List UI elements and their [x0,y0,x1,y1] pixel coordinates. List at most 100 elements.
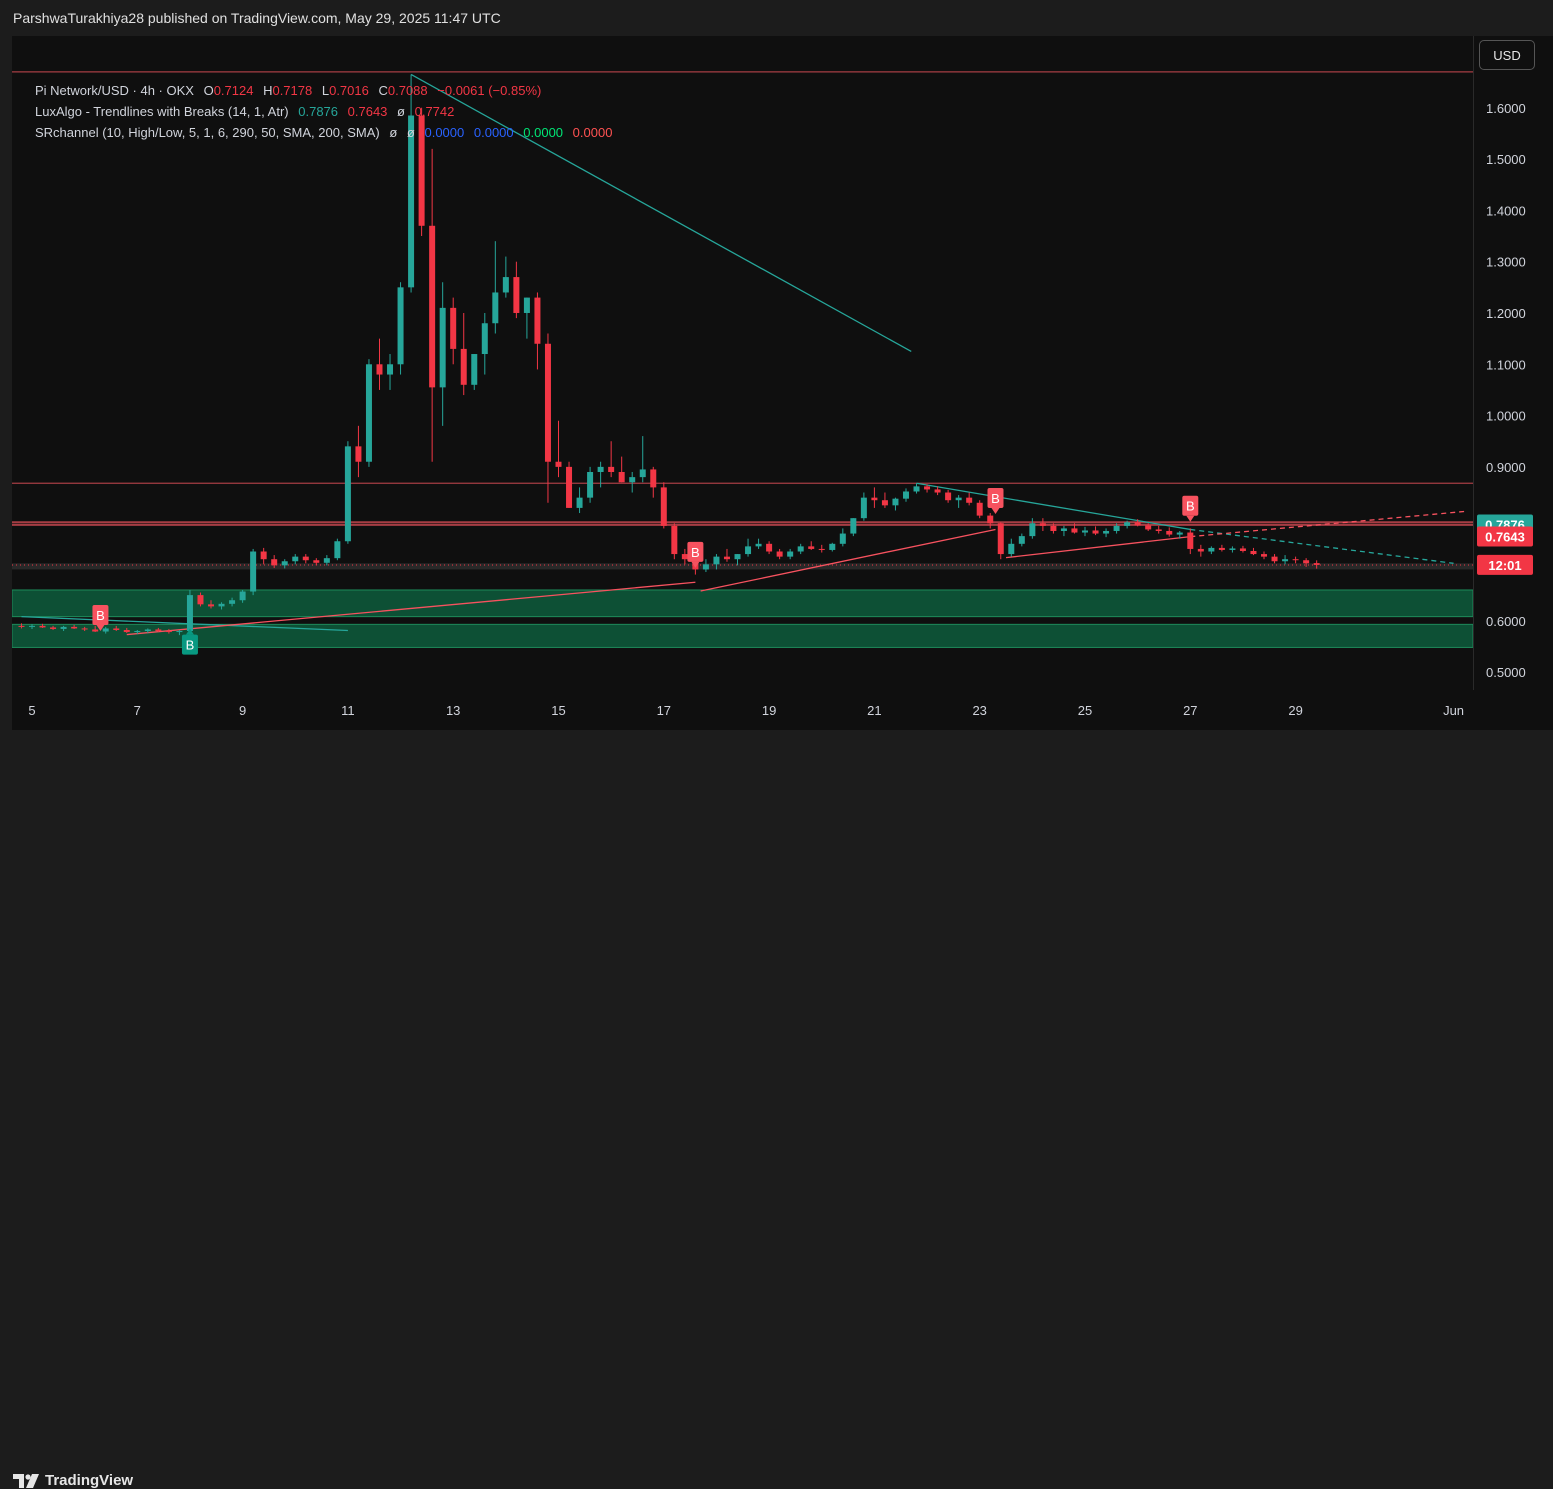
tradingview-logo-icon [13,1473,39,1488]
price-tick-7: 1.1000 [1486,357,1526,372]
candle-61 [650,466,657,498]
candle-body [1060,528,1067,531]
candle-72 [766,541,773,555]
time-axis[interactable]: 5 7 9 11 13 15 17 19 21 23 25 27 29 Jun [12,690,1553,730]
close-value: 0.7088 [387,83,428,98]
time-tick-7: 7 [134,703,141,718]
candle-body [71,626,78,629]
candle-body [123,629,130,633]
attribution-text: ParshwaTurakhiya28 published on TradingV… [13,10,501,26]
candle-body [766,543,773,552]
candle-body [102,628,109,632]
break-marker-label: B [96,608,105,623]
candle-body [1029,523,1036,537]
candle-57 [608,441,615,478]
candle-29 [313,558,320,566]
price-tick-2: 1.6000 [1486,101,1526,116]
candle-114 [1208,546,1215,555]
candle-67 [713,554,720,570]
candle-64 [681,548,688,565]
candle-80 [850,518,857,537]
candle-body [1176,532,1183,535]
candle-body [460,348,467,385]
price-label-text: 12:01 [1488,558,1521,573]
price-tick-8: 1.0000 [1486,409,1526,424]
luxalgo-na-symbol: ø [397,104,405,119]
candle-body [618,472,625,483]
candle-body [1018,536,1025,544]
candle-83 [881,492,888,508]
candle-82 [871,487,878,508]
candle-93 [987,513,994,529]
candle-49 [523,297,530,339]
candle-body [418,115,425,226]
candle-31 [334,538,341,561]
candle-body [144,629,151,632]
candle-body [818,548,825,550]
footer-bar: TradingView [0,730,1553,1489]
candle-53 [566,461,573,508]
candle-41 [439,282,446,426]
break-marker-2: B [181,628,198,655]
candle-77 [818,544,825,553]
break-marker-4: B [987,488,1004,515]
candle-body [271,559,278,566]
candle-body [260,551,267,560]
currency-button[interactable]: USD [1479,40,1535,70]
candle-body [987,515,994,524]
candle-20 [218,602,225,610]
candle-19 [208,600,215,609]
break-marker-pointer [185,628,194,635]
price-axis-labels: 1.70001.60001.50001.40001.30001.20001.10… [1477,50,1533,680]
red-trendline-2 [700,528,996,592]
tradingview-logo[interactable]: TradingView [13,1472,133,1489]
gray-band [12,563,1473,570]
legend-srchannel-row[interactable]: SRchannel (10, High/Low, 5, 1, 6, 290, 5… [35,122,612,143]
legend-symbol-row[interactable]: Pi Network/USD · 4h · OKX O0.7124 H0.717… [35,80,612,101]
candle-35 [376,338,383,390]
candle-16 [176,629,183,636]
candle-26 [281,559,288,569]
candle-body [365,364,372,462]
candle-23 [250,548,257,596]
candle-body [218,603,225,607]
candle-95 [1008,538,1015,557]
srchannel-title: SRchannel (10, High/Low, 5, 1, 6, 290, 5… [35,125,380,140]
price-tick-10: 0.6000 [1486,614,1526,629]
candle-115 [1218,544,1225,552]
candle-body [439,307,446,388]
candle-1 [18,623,25,629]
candle-119 [1261,551,1268,560]
candle-body [29,625,35,627]
price-axis[interactable]: 1.70001.60001.50001.40001.30001.20001.10… [1473,36,1553,690]
candle-body [313,560,320,563]
time-tick-23: 23 [972,703,986,718]
open-value: 0.7124 [213,83,254,98]
candle-body [650,469,657,488]
candle-body [1229,548,1236,550]
candle-47 [502,256,509,298]
chart-pane[interactable]: B B B B B Pi Network/USD · 4h · OKX O0.7124 … [12,36,1473,690]
candle-99 [1050,523,1057,534]
candle-84 [892,497,899,511]
candle-37 [397,282,404,375]
candle-body [755,543,762,547]
candle-body [60,626,67,629]
candle-71 [755,538,762,549]
candle-27 [292,554,299,565]
candle-body [850,518,857,534]
candle-50 [534,292,541,370]
legend-luxalgo-row[interactable]: LuxAlgo - Trendlines with Breaks (14, 1,… [35,101,612,122]
time-tick-Jun: Jun [1443,703,1464,718]
candle-58 [618,456,625,483]
time-tick-21: 21 [867,703,881,718]
candle-body [1039,523,1046,526]
candle-56 [597,461,604,488]
price-chart[interactable]: B B B B B [12,36,1473,690]
candle-45 [481,312,488,375]
low-value: 0.7016 [329,83,369,98]
time-tick-25: 25 [1078,703,1092,718]
srchannel-na-symbol-2: ø [406,125,415,140]
candle-14 [155,627,162,633]
candle-body [660,487,667,526]
